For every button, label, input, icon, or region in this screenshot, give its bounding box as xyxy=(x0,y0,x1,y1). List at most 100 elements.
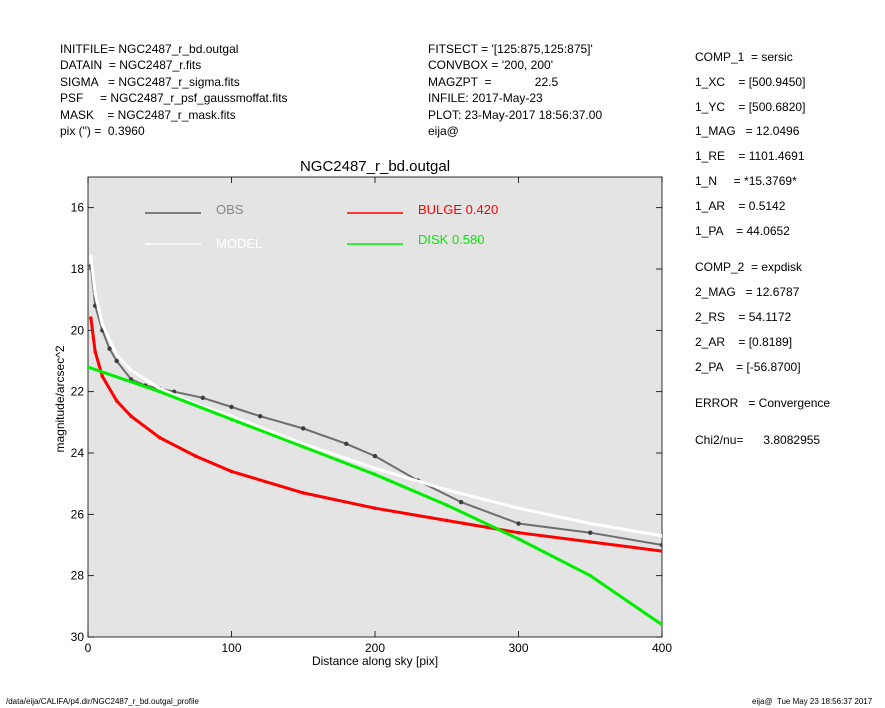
data-point xyxy=(588,530,593,535)
data-point xyxy=(114,399,119,403)
header-line: PLOT: 23-May-2017 18:56:37.00 xyxy=(428,107,603,122)
data-point xyxy=(516,506,521,511)
data-point xyxy=(659,542,662,548)
x-tick-label: 300 xyxy=(508,641,528,655)
data-point xyxy=(157,389,162,394)
series-line xyxy=(89,255,662,538)
data-point xyxy=(229,417,234,422)
legend-label: BULGE 0.420 xyxy=(418,202,498,217)
axes: 0 100 200 300 400 16 18 20 22 24 26 28 30 xyxy=(71,177,672,655)
x-tick-label: 200 xyxy=(365,641,385,655)
data-point xyxy=(588,573,593,578)
y-tick-label: 30 xyxy=(71,630,85,644)
data-point xyxy=(344,441,349,446)
param-line: Chi2/nu= 3.8082955 xyxy=(695,433,821,448)
data-point xyxy=(129,368,133,373)
header-line: eija@ xyxy=(428,123,459,138)
footer-timestamp: eija@ Tue May 23 18:56:37 2017 xyxy=(752,697,873,706)
series-disk xyxy=(88,365,662,627)
data-point xyxy=(93,291,97,296)
data-point xyxy=(660,549,662,553)
y-tick-label: 28 xyxy=(71,569,85,583)
data-point xyxy=(372,453,378,459)
data-point xyxy=(89,254,93,259)
param-line: 1_AR = 0.5142 xyxy=(695,198,786,213)
data-point xyxy=(588,540,593,544)
data-point xyxy=(444,503,449,507)
header-line: FITSECT = '[125:875,125:875]' xyxy=(428,42,593,56)
series-layer xyxy=(88,254,662,627)
param-line: COMP_1 = sersic xyxy=(695,50,793,64)
data-point xyxy=(258,414,263,419)
header-line: INFILE: 2017-May-23 xyxy=(428,91,543,106)
data-point xyxy=(660,534,662,538)
param-line: 1_YC = [500.6820] xyxy=(695,99,806,114)
x-tick-label: 0 xyxy=(85,641,92,655)
param-line: 2_AR = [0.8189] xyxy=(695,334,793,349)
data-point xyxy=(516,530,521,535)
data-point xyxy=(229,414,234,419)
data-point xyxy=(458,499,464,505)
profile-chart: NGC2487_r_bd.outgal 0 100 200 300 400 16 18 20 2… xyxy=(53,158,672,668)
series-line xyxy=(89,264,662,546)
param-line: 1_MAG = 12.0496 xyxy=(695,124,800,139)
header-line: SIGMA = NGC2487_r_sigma.fits xyxy=(60,74,240,89)
data-point xyxy=(660,622,662,627)
data-point xyxy=(157,386,162,391)
param-line: 1_PA = 44.0652 xyxy=(695,223,790,238)
data-point xyxy=(229,469,234,474)
header-line: DATAIN = NGC2487_r.fits xyxy=(60,58,202,73)
data-point xyxy=(444,518,449,523)
legend: OBS MODEL BULGE 0.420 DISK 0.580 xyxy=(145,202,498,251)
data-point xyxy=(588,521,593,526)
data-point xyxy=(88,365,90,369)
y-tick-label: 24 xyxy=(71,446,85,460)
data-point xyxy=(444,488,449,492)
param-line: 2_MAG = 12.6787 xyxy=(695,285,800,300)
footer-path: /data/eija/CALIFA/p4.dir/NGC2487_r_bd.ou… xyxy=(6,697,200,706)
x-tick-label: 100 xyxy=(221,641,241,655)
data-point xyxy=(193,454,198,458)
legend-label: OBS xyxy=(216,202,244,217)
legend-label: DISK 0.580 xyxy=(418,232,485,247)
y-axis-label: magnitude/arcsec^2 xyxy=(53,345,67,452)
data-point xyxy=(229,404,234,410)
data-point xyxy=(301,442,306,446)
header-line: CONVBOX = '200, 200' xyxy=(428,58,553,73)
data-point xyxy=(107,346,112,351)
header-line: PSF = NGC2487_r_psf_gaussmoffat.fits xyxy=(60,91,288,106)
data-point xyxy=(301,445,306,449)
chart-title: NGC2487_r_bd.outgal xyxy=(300,158,450,175)
legend-label: MODEL xyxy=(216,236,262,251)
data-point xyxy=(100,322,105,327)
data-point xyxy=(516,521,521,526)
series-group xyxy=(88,254,662,627)
x-tick-label: 400 xyxy=(652,641,672,655)
data-point xyxy=(114,353,119,357)
y-tick-label: 22 xyxy=(71,385,85,399)
y-tick-label: 18 xyxy=(71,262,85,276)
data-point xyxy=(301,491,306,495)
data-point xyxy=(373,472,377,477)
data-point xyxy=(100,374,105,379)
data-point xyxy=(129,414,133,419)
series-bulge xyxy=(89,316,662,553)
header-line: pix (") = 0.3960 xyxy=(60,123,145,138)
data-point xyxy=(89,316,93,320)
param-line: 2_RS = 54.1172 xyxy=(695,309,792,324)
param-line: 1_XC = [500.9450] xyxy=(695,74,806,89)
data-point xyxy=(516,537,521,541)
param-line: COMP_2 = expdisk xyxy=(695,260,803,275)
header-line: MAGZPT = 22.5 xyxy=(428,74,559,89)
series-line xyxy=(89,316,662,553)
data-point xyxy=(301,426,306,431)
data-point xyxy=(373,466,377,471)
data-point xyxy=(200,395,205,400)
param-line: 1_RE = 1101.4691 xyxy=(695,149,805,164)
header-fit-info: FITSECT = '[125:875,125:875]' CONVBOX = '… xyxy=(428,41,602,139)
x-axis-label: Distance along sky [pix] xyxy=(312,654,438,668)
fit-parameters-panel: COMP_1 = sersic 1_XC = [500.9450] 1_YC = [… xyxy=(695,49,830,457)
header-line: INITFILE= NGC2487_r_bd.outgal xyxy=(60,42,239,56)
header-file-info: INITFILE= NGC2487_r_bd.outgal DATAIN = NG… xyxy=(60,41,288,139)
data-point xyxy=(114,358,119,364)
